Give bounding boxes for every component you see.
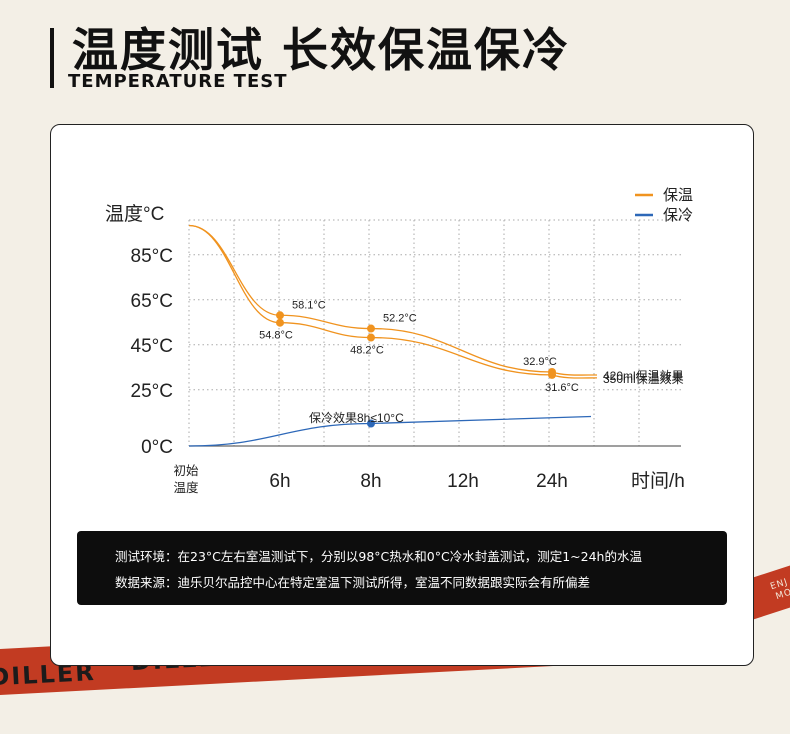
x-tick-label: 6h (269, 471, 290, 492)
chart-legend: 保温保冷 (635, 187, 693, 224)
data-label: 31.6°C (545, 382, 579, 394)
data-points (276, 311, 556, 428)
data-point (276, 311, 284, 320)
data-label: 48.2°C (350, 345, 384, 357)
x-tick-label: 8h (360, 471, 381, 492)
data-point (276, 318, 284, 327)
data-labels: 58.1°C 52.2°C 32.9°C 420ml保温效果 54.8°C 48.2°C 3… (259, 299, 684, 425)
page-subtitle: TEMPERATURE TEST (68, 71, 288, 92)
x-axis-label: 时间/h (631, 470, 685, 492)
title-accent-bar (50, 28, 54, 88)
y-tick-label: 65°C (131, 291, 173, 312)
x-tick-label: 初始 (173, 464, 199, 478)
series-end-label: 420ml保温效果 (603, 368, 684, 383)
series-end-label: 350ml保温效果 (603, 371, 684, 386)
chart-grid (188, 219, 681, 446)
data-point (548, 370, 556, 379)
legend-label: 保温 (663, 187, 693, 204)
page-title: 温度测试 长效保温保冷 (72, 23, 571, 77)
data-point (367, 324, 375, 333)
data-source-note: 数据来源：迪乐贝尔品控中心在特定室温下测试所得，室温不同数据跟实际会有所偏差 (115, 575, 591, 590)
series-line (188, 224, 598, 376)
data-point (367, 419, 375, 428)
y-tick-labels: 85°C 65°C 45°C 25°C 0°C (131, 246, 173, 458)
test-notes-box: 测试环境：在23°C左右室温测试下，分别以98°C热水和0°C冷水封盖测试，测定… (77, 531, 727, 605)
data-point (367, 333, 375, 342)
y-tick-label: 0°C (141, 437, 173, 458)
data-label: 54.8°C (259, 330, 293, 342)
x-tick-label: 24h (536, 471, 568, 492)
cold-annotation: 保冷效果8h≤10°C (309, 410, 404, 425)
y-tick-label: 45°C (131, 336, 173, 357)
test-environment-note: 测试环境：在23°C左右室温测试下，分别以98°C热水和0°C冷水封盖测试，测定… (115, 549, 642, 564)
y-tick-label: 25°C (131, 381, 173, 402)
data-label: 58.1°C (292, 299, 326, 311)
legend-label: 保冷 (663, 207, 693, 224)
chart-card: 温度°C 时间/h 85°C 65°C 45°C 25°C 0°C 初始温度 6h 8h 12… (50, 124, 754, 666)
y-axis-label: 温度°C (105, 203, 164, 225)
x-tick-label: 12h (447, 471, 479, 492)
data-label: 52.2°C (383, 313, 417, 325)
y-tick-label: 85°C (131, 246, 173, 267)
series-line (188, 415, 592, 447)
data-label: 32.9°C (523, 356, 557, 368)
x-tick-label: 温度 (173, 480, 199, 495)
